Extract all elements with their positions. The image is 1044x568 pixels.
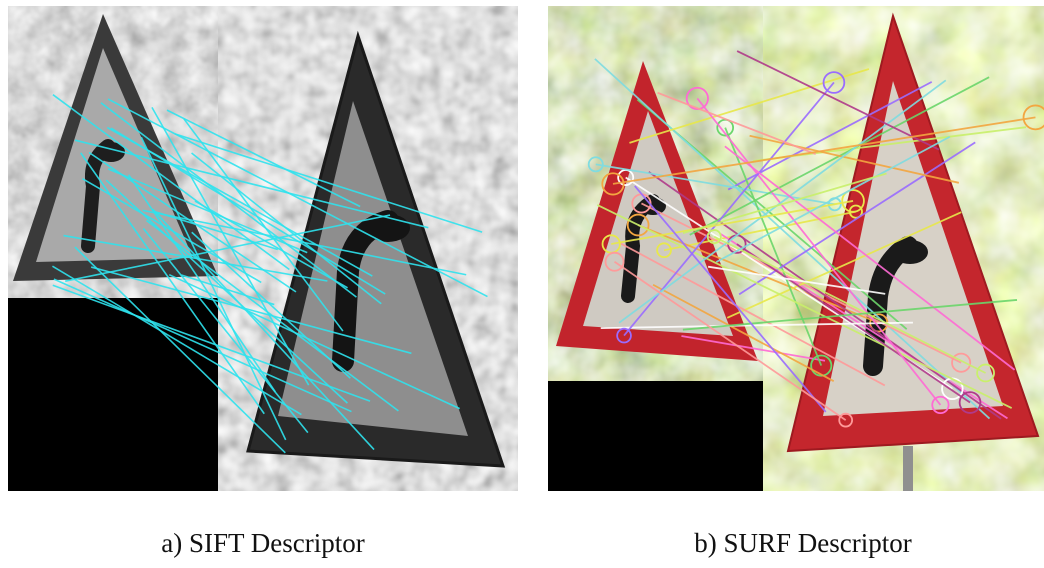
sift-match-line [105, 179, 348, 404]
sift-match-line [154, 210, 279, 251]
surf-keypoint-circle [604, 251, 625, 272]
caption-surf: b) SURF Descriptor [694, 528, 912, 558]
sift-match-line [110, 127, 386, 295]
surf-match-line [727, 81, 933, 191]
surf-keypoint-circle [958, 391, 982, 414]
surf-keypoint-circle [706, 229, 722, 245]
sift-query-image [8, 6, 218, 491]
surf-keypoint-circle [810, 354, 833, 377]
surf-match-lines [587, 50, 1044, 428]
sift-match-line [52, 284, 371, 402]
surf-match-canvas [548, 6, 1044, 491]
sift-match-line [53, 278, 352, 413]
sift-train-image [218, 6, 518, 491]
sift-match-line [174, 133, 483, 233]
surf-keypoint-circle [587, 156, 604, 173]
sift-match-line [191, 231, 351, 379]
surf-keypoint-circle [976, 363, 995, 383]
surf-match-line [657, 91, 816, 155]
surf-match-line [707, 265, 886, 295]
surf-match-line [726, 211, 962, 319]
sift-match-line [151, 106, 310, 386]
surf-keypoint-circle [822, 71, 846, 94]
surf-match-line [682, 172, 887, 235]
sift-match-line [100, 102, 357, 298]
surf-match-line [663, 210, 857, 252]
surf-match-line [724, 127, 823, 366]
surf-match-line [596, 204, 1013, 409]
sift-match-line [80, 152, 265, 415]
sift-match-line [168, 273, 461, 410]
caption-sift: a) SIFT Descriptor [161, 528, 365, 558]
surf-keypoint-circle [841, 189, 865, 213]
surf-keypoint-circle [838, 412, 854, 428]
sift-match-line [82, 177, 262, 284]
surf-match-line [600, 321, 913, 330]
surf-match-line [614, 260, 847, 421]
sift-match-line [194, 200, 348, 289]
sift-match-line [191, 152, 382, 305]
surf-match-line [629, 68, 870, 144]
sift-match-line [183, 118, 344, 332]
sift-match-line [88, 151, 297, 293]
sift-match-line [90, 266, 412, 355]
surf-match-line [611, 200, 854, 245]
surf-train-image [763, 6, 1044, 491]
surf-match-image [548, 6, 1044, 491]
surf-keypoint-circle [601, 172, 625, 196]
surf-match-line [736, 50, 940, 151]
surf-match-line [749, 134, 960, 184]
surf-match-line [612, 116, 1036, 185]
sift-match-line [65, 214, 391, 282]
sift-match-line [52, 265, 302, 416]
surf-match-line [648, 171, 1002, 420]
surf-match-line [681, 335, 826, 362]
sift-match-line [142, 227, 309, 434]
surf-keypoint-circle [626, 213, 650, 237]
sift-match-line [74, 246, 286, 454]
sift-match-line [152, 208, 375, 451]
surf-keypoint-circle [656, 242, 672, 259]
sift-match-canvas [8, 6, 518, 491]
surf-match-line [713, 235, 986, 374]
surf-keypoint-circle [931, 395, 950, 415]
sift-match-line [166, 109, 361, 208]
surf-match-line [682, 299, 1018, 331]
surf-keypoint-circle [951, 352, 972, 373]
sift-match-line [52, 94, 290, 271]
surf-match-line [696, 97, 942, 406]
sift-match-lines [52, 94, 488, 454]
sift-match-line [140, 136, 287, 441]
surf-match-line [715, 135, 951, 263]
surf-match-line [595, 163, 835, 206]
surf-keypoint-circle [616, 327, 632, 344]
surf-match-line [618, 79, 947, 324]
sift-match-image [8, 6, 518, 491]
surf-match-line [634, 185, 827, 413]
surf-keypoint-circle [1022, 104, 1044, 131]
surf-match-line [724, 145, 1016, 371]
sift-match-line [127, 174, 276, 393]
surf-match-line [594, 58, 991, 420]
surf-match-line [620, 242, 886, 387]
surf-match-line [652, 283, 835, 382]
sift-match-line [107, 98, 488, 298]
